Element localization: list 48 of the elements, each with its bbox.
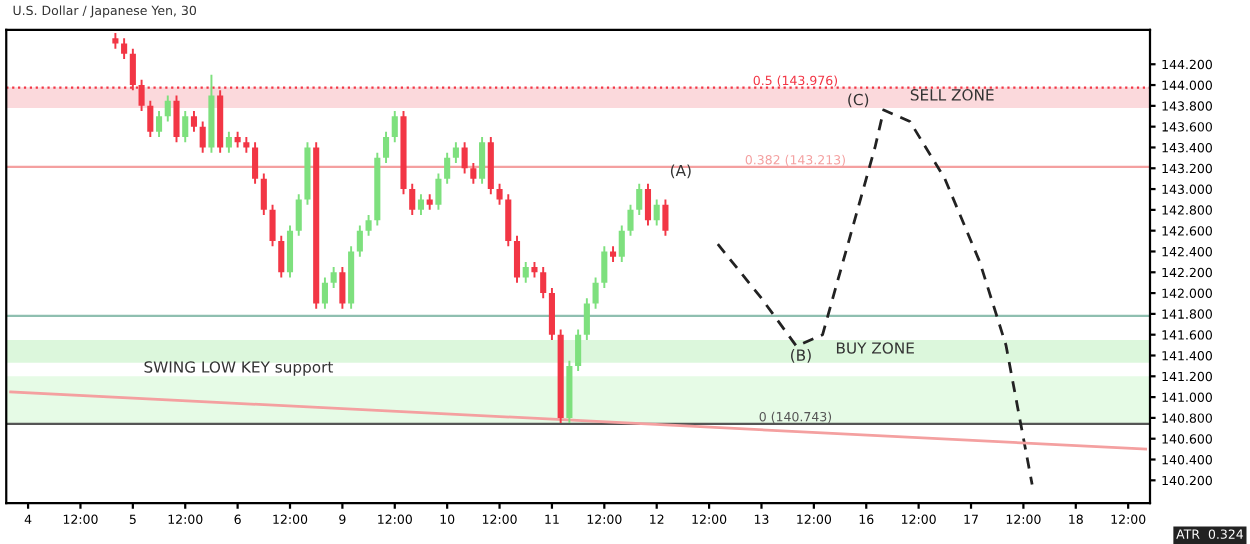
candlestick [618,224,625,263]
candlestick [155,110,163,139]
candlestick [636,182,643,217]
candlestick [295,193,302,237]
candlestick [252,141,259,185]
candlestick [548,286,555,341]
candlestick [461,141,468,175]
candlestick [662,198,669,237]
candlestick [592,276,599,310]
candlestick [330,266,337,289]
candlestick [417,193,425,217]
candlestick [260,172,267,217]
candlestick [487,136,494,196]
candlestick [583,297,590,341]
candlestick [409,182,416,217]
candlestick [435,172,442,211]
candlestick [444,151,451,185]
candlestick [540,266,547,300]
candlestick [391,110,398,144]
line-series [716,108,1034,486]
candlestick [505,193,512,248]
candlestick [644,182,652,227]
candlestick [190,110,198,133]
candlestick [321,276,328,310]
candlestick [522,260,529,284]
candlestick [286,224,294,279]
candlestick [199,120,206,154]
candlestick [225,130,232,154]
candlestick [173,94,180,144]
candlestick [653,198,660,227]
candlestick [147,99,154,139]
candlestick [278,234,285,279]
candlestick [121,37,128,61]
candlestick [627,203,634,237]
candlestick [339,266,346,310]
candlestick [513,234,521,284]
candlestick [269,203,276,248]
candlestick [601,245,608,289]
candlestick [182,110,189,144]
candlestick [496,182,503,206]
candlestick [452,141,459,165]
candlestick [164,94,171,123]
candlestick [356,224,363,258]
candlestick [382,130,390,165]
candlestick [365,214,372,237]
candlestick [470,162,477,185]
candlestick [575,328,582,373]
candlestick [479,136,486,185]
